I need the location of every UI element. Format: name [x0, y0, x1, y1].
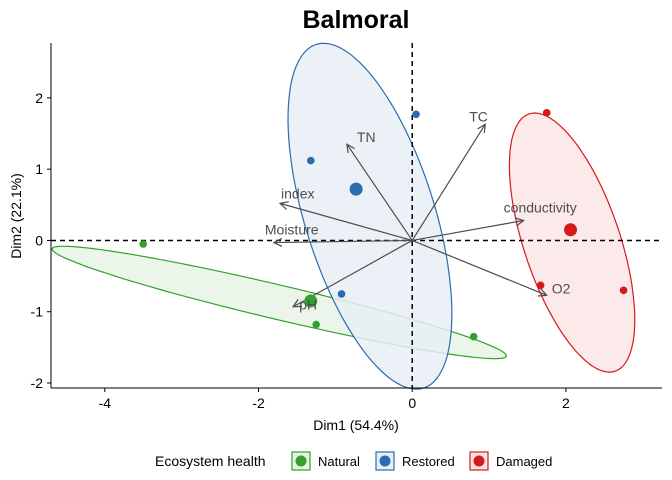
- restored-centroid: [349, 182, 363, 196]
- natural-point: [469, 332, 478, 341]
- variable-label-tn: TN: [357, 129, 376, 145]
- legend-label-restored: Restored: [402, 454, 455, 469]
- damaged-centroid: [564, 223, 578, 237]
- legend-dot-damaged: [473, 455, 485, 467]
- restored-point: [306, 156, 315, 165]
- damaged-ellipse: [508, 112, 636, 373]
- x-tick-label: 0: [408, 395, 416, 411]
- legend-dot-restored: [379, 455, 391, 467]
- vector-arrow-index: [280, 203, 413, 242]
- vector-arrow-moisture: [274, 240, 413, 242]
- restored-point: [337, 290, 346, 298]
- variable-label-tc: TC: [469, 108, 488, 124]
- legend-label-damaged: Damaged: [496, 454, 552, 469]
- y-tick-label: -2: [31, 375, 44, 391]
- damaged-point: [536, 281, 545, 290]
- y-tick-label: 0: [35, 232, 43, 248]
- variable-label-moisture: Moisture: [265, 222, 319, 238]
- legend-label-natural: Natural: [318, 454, 360, 469]
- damaged-point: [542, 109, 551, 117]
- restored-ellipse: [287, 42, 453, 390]
- natural-centroid: [304, 294, 318, 308]
- vector-arrow-o2: [411, 239, 546, 295]
- variable-label-index: index: [281, 185, 314, 201]
- variable-label-conductivity: conductivity: [504, 199, 577, 215]
- x-tick-label: 2: [562, 395, 570, 411]
- legend-dot-natural: [295, 455, 307, 467]
- y-tick-label: 1: [35, 161, 43, 177]
- damaged-point: [619, 286, 628, 295]
- variable-label-ph: pH: [299, 297, 317, 313]
- plot-area: TC TN index Moisture pH conductivity O2 -4 -2 0 2 -…: [31, 42, 662, 411]
- y-axis-label: Dim2 (22.1%): [8, 173, 24, 259]
- natural-point: [312, 320, 320, 329]
- x-tick-label: -4: [99, 395, 112, 411]
- x-axis-label: Dim1 (54.4%): [313, 417, 399, 433]
- y-tick-label: 2: [35, 90, 43, 106]
- x-tick-label: -2: [252, 395, 265, 411]
- vector-arrow-conductivity: [412, 220, 523, 242]
- vector-arrow-tc: [411, 124, 485, 241]
- chart-title: Balmoral: [303, 6, 410, 34]
- y-tick-label: -1: [31, 304, 44, 320]
- legend-title: Ecosystem health: [155, 453, 266, 469]
- vector-arrow-tn: [347, 144, 413, 241]
- legend: Ecosystem health Natural Restored Damaged: [155, 451, 552, 471]
- restored-point: [412, 110, 420, 119]
- variable-label-o2: O2: [552, 280, 571, 296]
- natural-point: [139, 240, 148, 248]
